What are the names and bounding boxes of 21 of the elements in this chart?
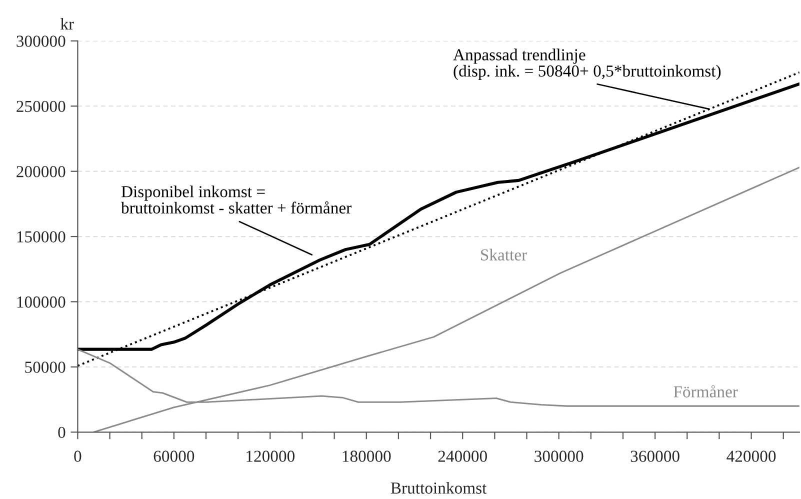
x-tick-label: 420000	[726, 450, 776, 462]
y-tick-label: 150000	[17, 231, 66, 242]
series-label: Förmåner	[674, 385, 738, 398]
y-tick-label: 300000	[16, 36, 66, 47]
series-label: Anpassad trendlinje (disp. ink. = 50840+ 0,5*bruttoinkomst)	[453, 48, 721, 80]
y-tick-label: 100000	[17, 296, 66, 308]
y-tick-label: 250000	[16, 100, 66, 112]
x-tick-label: 360000	[630, 450, 680, 462]
x-tick-label: 60000	[154, 450, 194, 462]
x-tick-label: 0	[74, 450, 82, 462]
x-tick-label: 300000	[534, 450, 584, 462]
x-tick-label: 180000	[342, 450, 391, 462]
x-axis-title: Bruttoinkomst	[390, 482, 487, 494]
series-label: Skatter	[481, 248, 527, 261]
y-tick-label: 0	[58, 426, 66, 438]
y-tick-label: 50000	[25, 362, 66, 373]
text: Disponibel inkomst = bruttoinkomst - skatter + förmåner	[121, 186, 352, 214]
y-tick-label: 200000	[16, 166, 66, 178]
x-tick-label: 240000	[438, 450, 487, 462]
x-tick-label: 120000	[246, 450, 295, 462]
y-axis-title: kr	[60, 18, 74, 30]
